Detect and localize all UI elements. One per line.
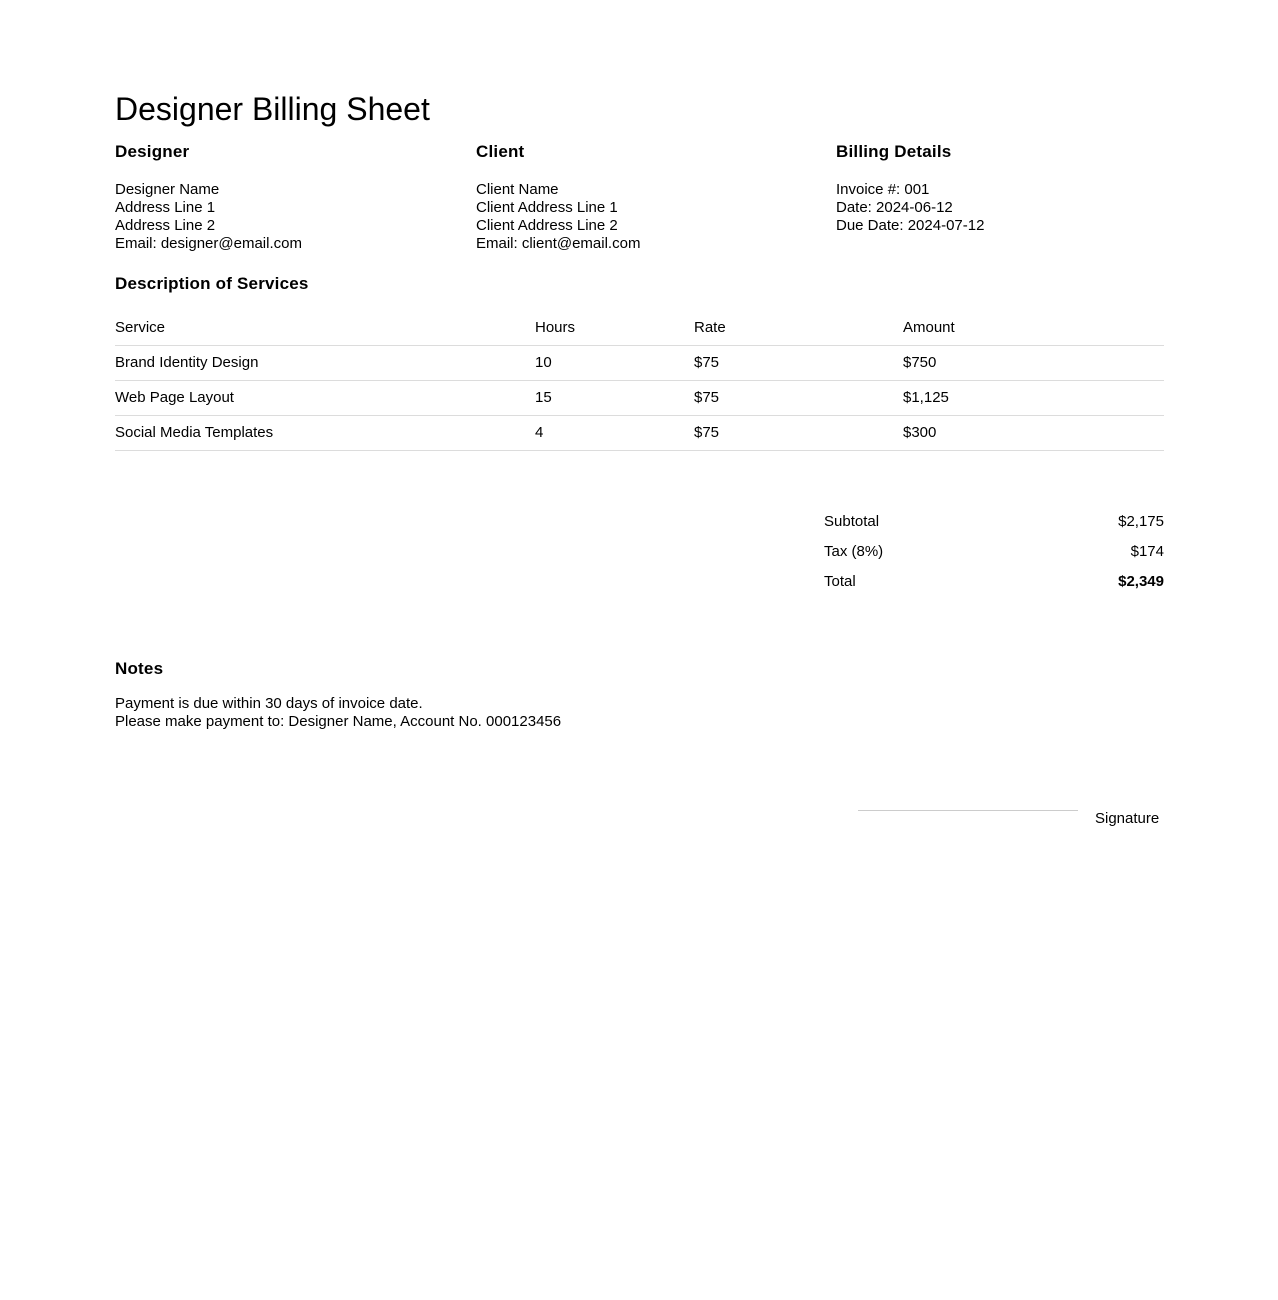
total-row: Total $2,349 <box>824 566 1164 596</box>
totals-section: Subtotal $2,175 Tax (8%) $174 Total $2,3… <box>824 506 1164 596</box>
total-value: $2,349 <box>1118 572 1164 590</box>
cell-hours: 10 <box>535 345 694 381</box>
subtotal-label: Subtotal <box>824 512 880 530</box>
subtotal-value: $2,175 <box>1118 512 1164 530</box>
cell-rate: $75 <box>694 415 903 451</box>
subtotal-row: Subtotal $2,175 <box>824 506 1164 536</box>
notes-heading: Notes <box>115 659 164 678</box>
client-section: Client Client Name Client Address Line 1… <box>476 142 640 253</box>
cell-amount: $300 <box>903 415 1164 451</box>
page-title: Designer Billing Sheet <box>115 91 430 127</box>
tax-value: $174 <box>1130 542 1164 560</box>
client-email: Email: client@email.com <box>476 235 641 252</box>
cell-amount: $1,125 <box>903 380 1164 416</box>
column-header-rate: Rate <box>694 310 903 346</box>
cell-rate: $75 <box>694 380 903 416</box>
table-row: Web Page Layout 15 $75 $1,125 <box>115 380 1164 416</box>
tax-label: Tax (8%) <box>824 542 884 560</box>
invoice-date: Date: 2024-06-12 <box>836 199 953 216</box>
designer-address-line-1: Address Line 1 <box>115 199 216 216</box>
services-table: Service Hours Rate Amount Brand Identity… <box>115 310 1164 451</box>
client-address-line-2: Client Address Line 2 <box>476 217 618 234</box>
notes-body: Payment is due within 30 days of invoice… <box>115 695 561 731</box>
designer-heading: Designer <box>115 142 190 161</box>
column-header-service: Service <box>115 310 535 346</box>
total-label: Total <box>824 572 856 590</box>
designer-section: Designer Designer Name Address Line 1 Ad… <box>115 142 302 253</box>
cell-service: Brand Identity Design <box>115 345 535 381</box>
designer-address-line-2: Address Line 2 <box>115 217 216 234</box>
services-heading: Description of Services <box>115 274 309 293</box>
notes-line-payment-terms: Payment is due within 30 days of invoice… <box>115 695 423 712</box>
services-table-header-row: Service Hours Rate Amount <box>115 310 1164 346</box>
designer-email: Email: designer@email.com <box>115 235 302 252</box>
column-header-amount: Amount <box>903 310 1164 346</box>
client-heading: Client <box>476 142 525 161</box>
client-name: Client Name <box>476 181 559 198</box>
invoice-number: Invoice #: 001 <box>836 181 930 198</box>
cell-amount: $750 <box>903 345 1164 381</box>
billing-details-section: Billing Details Invoice #: 001 Date: 202… <box>836 142 984 235</box>
signature-line <box>858 810 1078 811</box>
tax-row: Tax (8%) $174 <box>824 536 1164 566</box>
cell-service: Web Page Layout <box>115 380 535 416</box>
signature-label: Signature <box>1095 810 1160 827</box>
cell-service: Social Media Templates <box>115 415 535 451</box>
cell-hours: 4 <box>535 415 694 451</box>
table-row: Brand Identity Design 10 $75 $750 <box>115 345 1164 381</box>
cell-hours: 15 <box>535 380 694 416</box>
client-address-line-1: Client Address Line 1 <box>476 199 618 216</box>
table-row: Social Media Templates 4 $75 $300 <box>115 415 1164 451</box>
invoice-due-date: Due Date: 2024-07-12 <box>836 217 985 234</box>
designer-name: Designer Name <box>115 181 220 198</box>
notes-line-payment-instructions: Please make payment to: Designer Name, A… <box>115 713 562 730</box>
cell-rate: $75 <box>694 345 903 381</box>
billing-details-heading: Billing Details <box>836 142 952 161</box>
column-header-hours: Hours <box>535 310 694 346</box>
